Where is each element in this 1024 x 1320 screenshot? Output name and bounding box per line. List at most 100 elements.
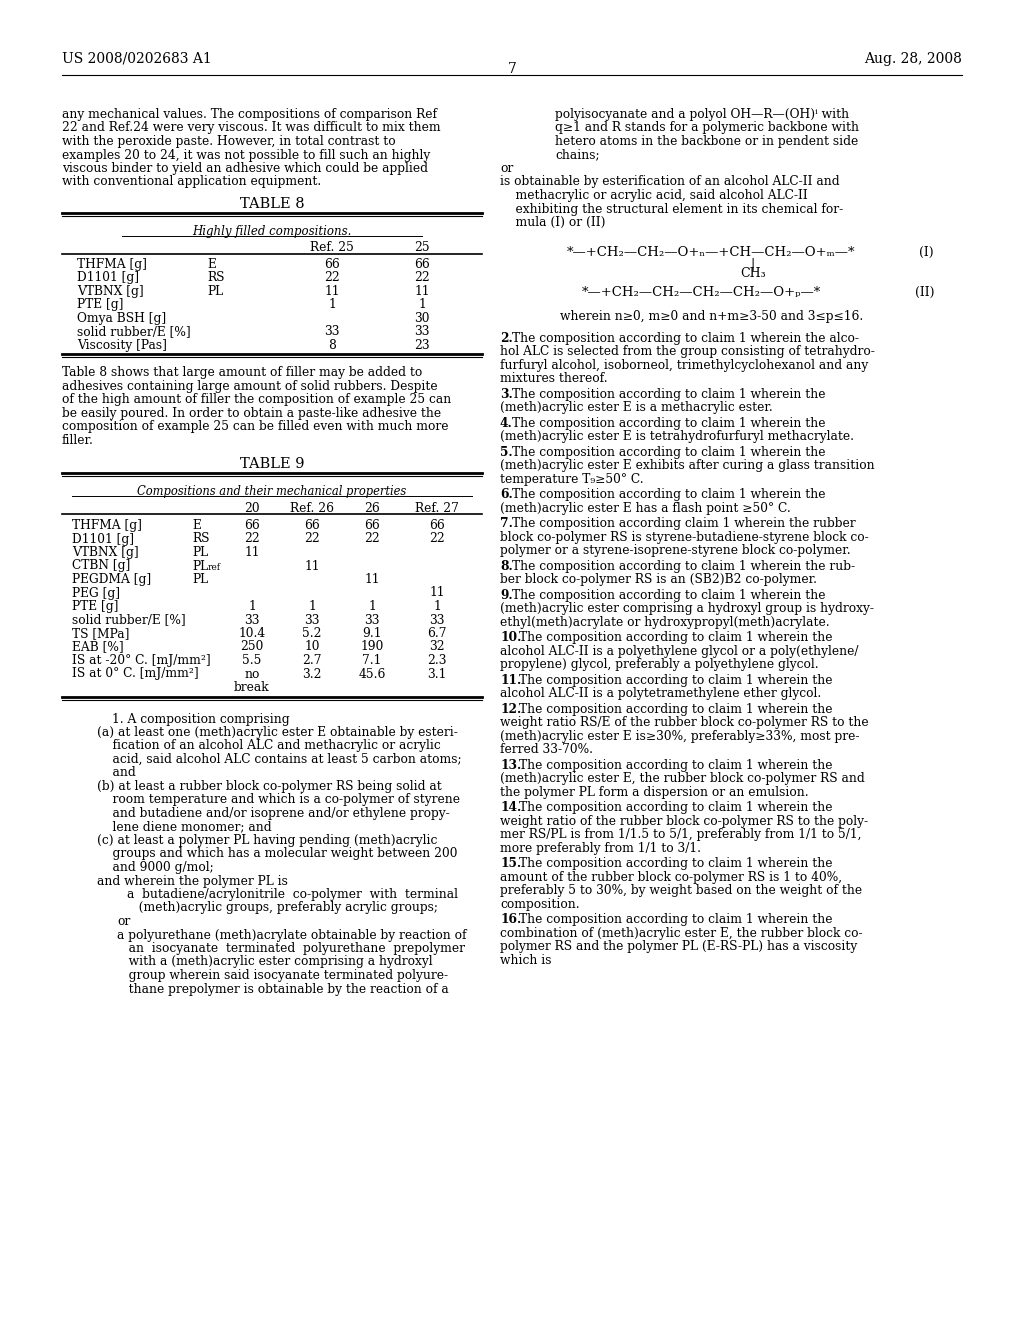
Text: The composition according to claim 1 wherein the: The composition according to claim 1 whe… xyxy=(512,417,826,430)
Text: q≥1 and R stands for a polymeric backbone with: q≥1 and R stands for a polymeric backbon… xyxy=(555,121,859,135)
Text: Compositions and their mechanical properties: Compositions and their mechanical proper… xyxy=(137,486,407,498)
Text: 66: 66 xyxy=(365,519,380,532)
Text: room temperature and which is a co-polymer of styrene: room temperature and which is a co-polym… xyxy=(97,793,460,807)
Text: RS: RS xyxy=(193,532,210,545)
Text: with a (meth)acrylic ester comprising a hydroxyl: with a (meth)acrylic ester comprising a … xyxy=(117,956,432,969)
Text: *—+CH₂—CH₂—O+ₙ—+CH—CH₂—O+ₘ—*: *—+CH₂—CH₂—O+ₙ—+CH—CH₂—O+ₘ—* xyxy=(566,246,855,259)
Text: 45.6: 45.6 xyxy=(358,668,386,681)
Text: 2.7: 2.7 xyxy=(302,653,322,667)
Text: The composition according to claim 1 wherein the alco-: The composition according to claim 1 whe… xyxy=(512,331,859,345)
Text: ber block co-polymer RS is an (SB2)B2 co-polymer.: ber block co-polymer RS is an (SB2)B2 co… xyxy=(500,573,817,586)
Text: 5.: 5. xyxy=(500,446,513,459)
Text: 22 and Ref.24 were very viscous. It was difficult to mix them: 22 and Ref.24 were very viscous. It was … xyxy=(62,121,440,135)
Text: 13.: 13. xyxy=(500,759,521,772)
Text: any mechanical values. The compositions of comparison Ref: any mechanical values. The compositions … xyxy=(62,108,437,121)
Text: The composition according to claim 1 wherein the: The composition according to claim 1 whe… xyxy=(519,702,833,715)
Text: and: and xyxy=(97,767,136,780)
Text: 8: 8 xyxy=(328,339,336,351)
Text: combination of (meth)acrylic ester E, the rubber block co-: combination of (meth)acrylic ester E, th… xyxy=(500,927,862,940)
Text: IS at 0° C. [mJ/mm²]: IS at 0° C. [mJ/mm²] xyxy=(72,668,199,681)
Text: PL: PL xyxy=(193,546,208,558)
Text: 22: 22 xyxy=(244,532,260,545)
Text: 33: 33 xyxy=(304,614,319,627)
Text: 11: 11 xyxy=(325,285,340,298)
Text: (meth)acrylic ester E is≥30%, preferably≥33%, most pre-: (meth)acrylic ester E is≥30%, preferably… xyxy=(500,730,859,743)
Text: 22: 22 xyxy=(365,532,380,545)
Text: 2.: 2. xyxy=(500,331,513,345)
Text: 32: 32 xyxy=(429,640,444,653)
Text: 1: 1 xyxy=(418,298,426,312)
Text: alcohol ALC-II is a polytetramethylene ether glycol.: alcohol ALC-II is a polytetramethylene e… xyxy=(500,688,821,701)
Text: no: no xyxy=(245,668,260,681)
Text: 33: 33 xyxy=(325,325,340,338)
Text: hol ALC is selected from the group consisting of tetrahydro-: hol ALC is selected from the group consi… xyxy=(500,346,874,358)
Text: E: E xyxy=(207,257,216,271)
Text: composition of example 25 can be filled even with much more: composition of example 25 can be filled … xyxy=(62,420,449,433)
Text: mixtures thereof.: mixtures thereof. xyxy=(500,372,607,385)
Text: The composition according to claim 1 wherein the: The composition according to claim 1 whe… xyxy=(519,801,833,814)
Text: break: break xyxy=(234,681,269,694)
Text: D1101 [g]: D1101 [g] xyxy=(77,271,139,284)
Text: The composition according to claim 1 wherein the: The composition according to claim 1 whe… xyxy=(519,673,833,686)
Text: 9.: 9. xyxy=(500,589,513,602)
Text: 12.: 12. xyxy=(500,702,521,715)
Text: Aug. 28, 2008: Aug. 28, 2008 xyxy=(864,51,962,66)
Text: and butadiene and/or isoprene and/or ethylene propy-: and butadiene and/or isoprene and/or eth… xyxy=(97,807,450,820)
Text: PEGDMA [g]: PEGDMA [g] xyxy=(72,573,152,586)
Text: PL: PL xyxy=(193,573,208,586)
Text: The composition according to claim 1 wherein the rub-: The composition according to claim 1 whe… xyxy=(512,560,856,573)
Text: 190: 190 xyxy=(360,640,384,653)
Text: or: or xyxy=(500,162,513,176)
Text: EAB [%]: EAB [%] xyxy=(72,640,124,653)
Text: 7: 7 xyxy=(508,62,516,77)
Text: 1: 1 xyxy=(433,601,441,612)
Text: *—+CH₂—CH₂—CH₂—CH₂—O+ₚ—*: *—+CH₂—CH₂—CH₂—CH₂—O+ₚ—* xyxy=(582,286,820,298)
Text: The composition according to claim 1 wherein the: The composition according to claim 1 whe… xyxy=(512,388,826,401)
Text: ferred 33-70%.: ferred 33-70%. xyxy=(500,743,593,756)
Text: (meth)acrylic ester E exhibits after curing a glass transition: (meth)acrylic ester E exhibits after cur… xyxy=(500,459,874,473)
Text: a  butadiene/acrylonitrile  co-polymer  with  terminal: a butadiene/acrylonitrile co-polymer wit… xyxy=(127,888,458,902)
Text: VTBNX [g]: VTBNX [g] xyxy=(77,285,143,298)
Text: 11: 11 xyxy=(429,586,444,599)
Text: 1: 1 xyxy=(328,298,336,312)
Text: 5.5: 5.5 xyxy=(243,653,262,667)
Text: and wherein the polymer PL is: and wherein the polymer PL is xyxy=(97,874,288,887)
Text: Highly filled compositions.: Highly filled compositions. xyxy=(193,224,351,238)
Text: TABLE 8: TABLE 8 xyxy=(240,197,304,211)
Text: and 9000 g/mol;: and 9000 g/mol; xyxy=(97,861,214,874)
Text: with the peroxide paste. However, in total contrast to: with the peroxide paste. However, in tot… xyxy=(62,135,395,148)
Text: 66: 66 xyxy=(304,519,319,532)
Text: 15.: 15. xyxy=(500,857,521,870)
Text: Ref. 26: Ref. 26 xyxy=(290,502,334,515)
Text: 1: 1 xyxy=(248,601,256,612)
Text: PTE [g]: PTE [g] xyxy=(72,601,119,612)
Text: acid, said alcohol ALC contains at least 5 carbon atoms;: acid, said alcohol ALC contains at least… xyxy=(97,752,462,766)
Text: 11.: 11. xyxy=(500,673,521,686)
Text: 33: 33 xyxy=(245,614,260,627)
Text: Ref. 25: Ref. 25 xyxy=(310,242,354,253)
Text: groups and which has a molecular weight between 200: groups and which has a molecular weight … xyxy=(97,847,458,861)
Text: temperature T₉≥50° C.: temperature T₉≥50° C. xyxy=(500,473,644,486)
Text: 16.: 16. xyxy=(500,913,521,927)
Text: which is: which is xyxy=(500,954,552,966)
Text: (meth)acrylic ester E has a flash point ≥50° C.: (meth)acrylic ester E has a flash point … xyxy=(500,502,791,515)
Text: 9.1: 9.1 xyxy=(362,627,382,640)
Text: (meth)acrylic groups, preferably acrylic groups;: (meth)acrylic groups, preferably acrylic… xyxy=(127,902,438,915)
Text: 66: 66 xyxy=(244,519,260,532)
Text: ref: ref xyxy=(208,564,221,573)
Text: The composition according claim 1 wherein the rubber: The composition according claim 1 wherei… xyxy=(512,517,856,531)
Text: (c) at least a polymer PL having pending (meth)acrylic: (c) at least a polymer PL having pending… xyxy=(97,834,437,847)
Text: VTBNX [g]: VTBNX [g] xyxy=(72,546,138,558)
Text: 1: 1 xyxy=(308,601,315,612)
Text: polymer RS and the polymer PL (E-RS-PL) has a viscosity: polymer RS and the polymer PL (E-RS-PL) … xyxy=(500,940,857,953)
Text: the polymer PL form a dispersion or an emulsion.: the polymer PL form a dispersion or an e… xyxy=(500,785,809,799)
Text: 11: 11 xyxy=(304,560,319,573)
Text: mer RS/PL is from 1/1.5 to 5/1, preferably from 1/1 to 5/1,: mer RS/PL is from 1/1.5 to 5/1, preferab… xyxy=(500,829,861,841)
Text: (meth)acrylic ester E is tetrahydrofurfuryl methacrylate.: (meth)acrylic ester E is tetrahydrofurfu… xyxy=(500,430,854,444)
Text: or: or xyxy=(117,915,130,928)
Text: chains;: chains; xyxy=(555,149,600,161)
Text: 14.: 14. xyxy=(500,801,521,814)
Text: solid rubber/E [%]: solid rubber/E [%] xyxy=(77,325,190,338)
Text: 10.4: 10.4 xyxy=(239,627,265,640)
Text: more preferably from 1/1 to 3/1.: more preferably from 1/1 to 3/1. xyxy=(500,842,701,855)
